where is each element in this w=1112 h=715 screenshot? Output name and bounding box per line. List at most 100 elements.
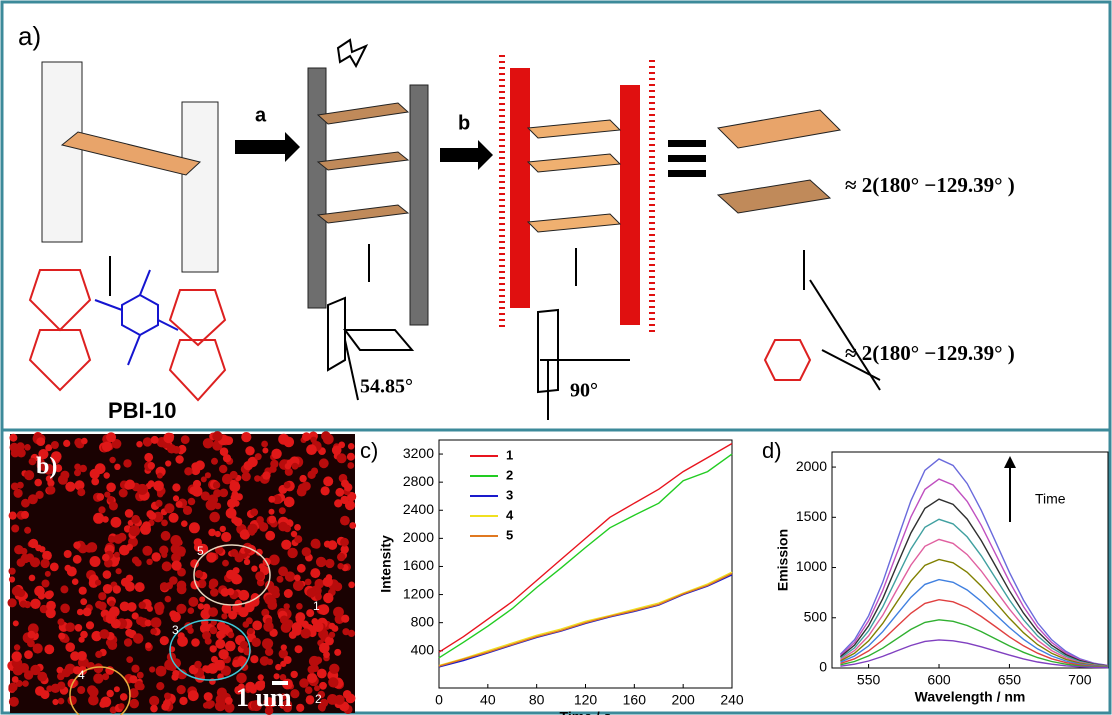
particle: [208, 529, 216, 537]
particle: [24, 650, 33, 659]
particle: [204, 692, 213, 701]
particle: [212, 431, 222, 441]
particle: [164, 693, 171, 700]
particle: [114, 534, 124, 544]
x-tick-label: 0: [435, 692, 443, 708]
particle: [100, 629, 110, 639]
region-label: 4: [78, 668, 85, 682]
particle: [255, 453, 262, 460]
particle: [310, 437, 316, 443]
particle: [133, 633, 143, 643]
particle: [263, 621, 273, 631]
legend-label: 2: [506, 467, 513, 482]
particle: [126, 575, 133, 582]
particle: [114, 464, 120, 470]
particle: [244, 461, 253, 470]
angle-label: ≈ 2(180° −129.39° ): [845, 173, 1015, 197]
panel-label: c): [360, 438, 378, 463]
particle: [188, 498, 196, 506]
panel-label: d): [762, 438, 782, 463]
particle: [294, 575, 301, 582]
equals: [668, 155, 706, 162]
particle: [297, 564, 306, 573]
particle: [46, 608, 56, 618]
particle: [137, 484, 148, 495]
legend-label: 3: [506, 487, 513, 502]
particle: [251, 566, 257, 572]
particle: [12, 676, 19, 683]
particle: [321, 431, 331, 441]
particle: [188, 690, 199, 701]
particle: [169, 610, 177, 618]
particle: [125, 509, 134, 518]
particle: [227, 588, 234, 595]
particle: [269, 509, 275, 515]
series-line: [439, 572, 732, 665]
particle: [9, 576, 15, 582]
particle: [145, 620, 152, 627]
particle: [107, 690, 114, 697]
particle: [30, 557, 40, 567]
particle: [99, 701, 106, 708]
particle: [278, 522, 288, 532]
particle: [231, 516, 239, 524]
particle: [151, 617, 162, 628]
particle: [64, 550, 72, 558]
particle: [284, 437, 295, 448]
particle: [343, 690, 352, 699]
particle: [319, 458, 329, 468]
particle: [172, 483, 180, 491]
particle: [21, 511, 29, 519]
particle: [9, 568, 16, 575]
plot-frame: [439, 440, 732, 688]
y-tick-label: 0: [819, 659, 827, 675]
x-tick-label: 80: [529, 692, 545, 708]
particle: [288, 548, 296, 556]
plank: [318, 103, 408, 124]
particle: [109, 457, 115, 463]
particle: [291, 671, 298, 678]
particle: [106, 432, 116, 442]
particle: [81, 438, 88, 445]
particle: [75, 624, 83, 632]
particle: [132, 557, 139, 564]
particle: [324, 541, 331, 548]
x-tick-label: 120: [574, 692, 598, 708]
particle: [206, 552, 216, 562]
light-icon: [338, 40, 366, 66]
particle: [50, 563, 59, 572]
particle: [131, 515, 140, 524]
x-tick-label: 240: [720, 692, 744, 708]
particle: [129, 675, 137, 683]
particle: [337, 553, 345, 561]
particle: [250, 655, 258, 663]
particle: [113, 585, 121, 593]
particle: [24, 444, 31, 451]
linker: [95, 270, 178, 365]
particle: [41, 690, 50, 699]
particle: [204, 665, 212, 673]
particle: [215, 639, 225, 649]
particle: [13, 665, 24, 676]
y-tick-label: 1000: [796, 558, 827, 574]
particle: [241, 432, 251, 442]
particle: [95, 580, 101, 586]
particle: [214, 660, 225, 671]
particle: [181, 435, 190, 444]
particle: [80, 598, 87, 605]
particle: [340, 516, 350, 526]
plank: [62, 132, 200, 175]
region-label: 2: [315, 692, 322, 706]
particle: [153, 481, 164, 492]
particle: [162, 561, 172, 571]
particle: [230, 471, 238, 479]
particle: [131, 665, 139, 673]
particle: [293, 580, 304, 591]
particle: [274, 673, 280, 679]
scale-label: 1 um: [236, 683, 292, 712]
particle: [169, 513, 179, 523]
particle: [220, 526, 226, 532]
particle: [302, 547, 311, 556]
y-tick-label: 3200: [403, 445, 434, 461]
y-axis-label: Emission: [775, 529, 791, 591]
